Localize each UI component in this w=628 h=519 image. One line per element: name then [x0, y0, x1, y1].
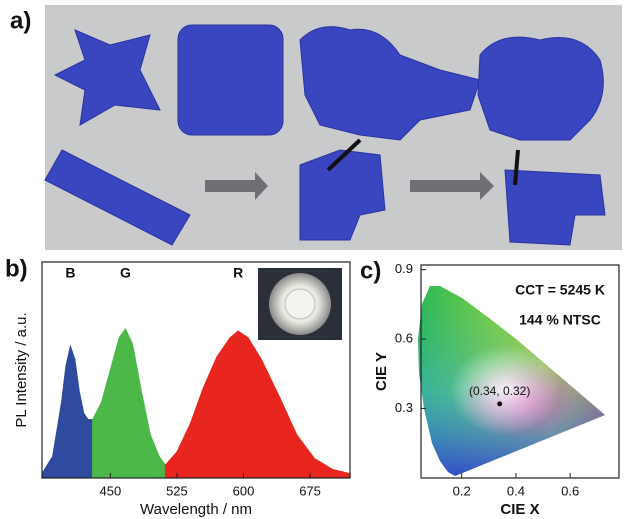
x-tick-label: 0.2: [453, 483, 471, 498]
x-tick-label: 450: [99, 483, 121, 498]
x-tick-label: 675: [299, 483, 321, 498]
inset-lamp: [284, 288, 316, 320]
photo-objects: [44, 24, 606, 246]
plot-frame: [41, 261, 351, 479]
annotation: CCT = 5245 K: [515, 282, 605, 298]
spectrum-area: [164, 330, 351, 479]
x-axis-label: Wavelength / nm: [140, 501, 252, 518]
data-point: [497, 401, 503, 407]
panel-label: b): [5, 255, 28, 282]
point-label: (0.34, 0.32): [469, 384, 530, 398]
blade: [513, 149, 520, 186]
spectrum-area: [92, 327, 166, 479]
y-axis-label: CIE Y: [373, 352, 390, 391]
blade: [326, 138, 362, 172]
panel-label: c): [360, 257, 381, 284]
arrow: [205, 172, 494, 200]
peak-label: B: [65, 265, 75, 281]
x-tick-label: 0.4: [507, 483, 525, 498]
cie-gamut: [418, 286, 605, 476]
x-tick-label: 525: [166, 483, 188, 498]
y-tick-label: 0.3: [395, 400, 413, 415]
panel-label: a): [10, 7, 31, 34]
x-tick-label: 600: [233, 483, 255, 498]
x-axis-label: CIE X: [500, 501, 539, 518]
y-axis-label: PL Intensity / a.u.: [13, 312, 30, 427]
spectrum-area: [41, 344, 94, 479]
annotation: 144 % NTSC: [519, 312, 601, 328]
peak-label: G: [120, 265, 131, 281]
x-tick-label: 0.6: [561, 483, 579, 498]
peak-label: R: [233, 265, 243, 281]
y-tick-label: 0.6: [395, 331, 413, 346]
plot-frame: [420, 264, 620, 479]
y-tick-label: 0.9: [395, 261, 413, 276]
